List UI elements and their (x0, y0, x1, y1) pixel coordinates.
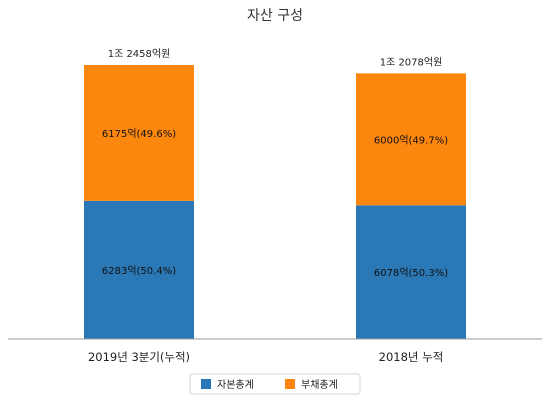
x-axis-labels: 2019년 3분기(누적) 2018년 누적 (88, 350, 443, 364)
total-label: 1조 2458억원 (108, 48, 171, 60)
bar-segment-liabilities (356, 73, 466, 206)
legend-swatch (285, 379, 295, 389)
legend-label: 부채총계 (301, 379, 338, 391)
legend-swatch (201, 379, 211, 389)
legend-box (189, 373, 361, 395)
data-label: 6283억(50.4%) (102, 265, 176, 277)
legend: 자본총계 부채총계 (189, 373, 361, 395)
category-label: 2019년 3분기(누적) (88, 350, 190, 364)
category-label: 2018년 누적 (379, 350, 444, 364)
data-label: 6000억(49.7%) (374, 134, 448, 146)
legend-label: 자본총계 (217, 379, 254, 391)
bar-segment-equity (356, 205, 466, 339)
bar-segment-liabilities (84, 65, 194, 201)
chart-title: 자산 구성 (247, 8, 303, 24)
bar-segment-equity (84, 200, 194, 339)
total-label: 1조 2078억원 (380, 56, 443, 68)
bar-group: 6283억(50.4%) 6175억(49.6%) 1조 2458억원 6078억(5… (84, 48, 466, 339)
data-label: 6078억(50.3%) (374, 267, 448, 279)
data-label: 6175억(49.6%) (102, 128, 176, 140)
